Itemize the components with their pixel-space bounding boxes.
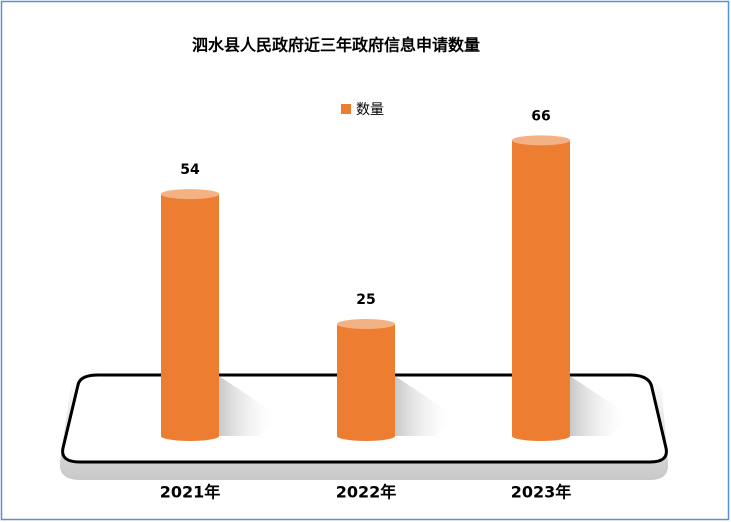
chart-title: 泗水县人民政府近三年政府信息申请数量: [192, 36, 480, 55]
legend-label: 数量: [356, 102, 384, 118]
x-tick-label: 2022年: [336, 483, 397, 502]
x-tick-label: 2021年: [160, 483, 221, 502]
legend-swatch: [341, 104, 351, 114]
bar-shadow: [570, 376, 630, 436]
bar-shadow: [395, 376, 455, 436]
bar-cap: [337, 319, 395, 329]
bar-cap: [161, 189, 219, 200]
value-label: 25: [356, 292, 375, 308]
bar-shadow: [219, 376, 279, 436]
bar: [161, 194, 219, 436]
bar: [337, 324, 395, 436]
bar: [512, 140, 570, 436]
bar-cap: [512, 135, 570, 146]
value-label: 66: [531, 108, 550, 124]
value-label: 54: [180, 162, 200, 178]
x-tick-label: 2023年: [511, 483, 572, 502]
